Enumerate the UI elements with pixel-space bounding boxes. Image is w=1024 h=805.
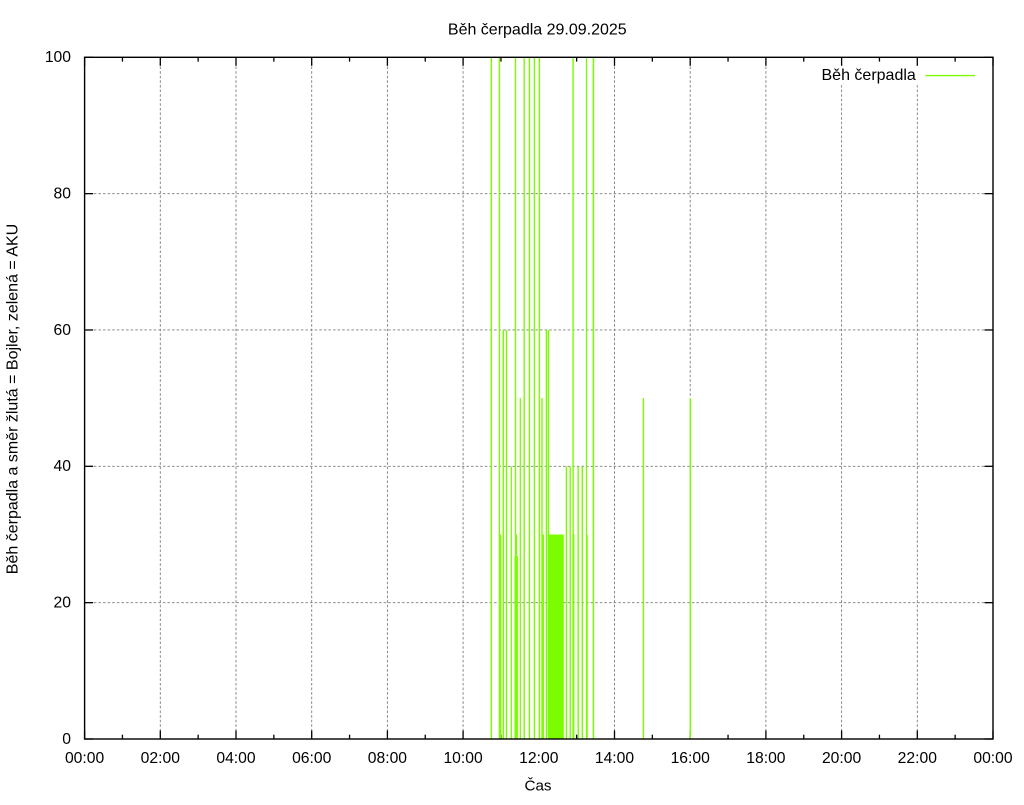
svg-text:12:00: 12:00: [519, 750, 559, 767]
svg-text:04:00: 04:00: [216, 750, 256, 767]
svg-text:Běh čerpadla 29.09.2025: Běh čerpadla 29.09.2025: [448, 22, 627, 39]
svg-text:40: 40: [54, 458, 72, 475]
svg-text:Běh čerpadla a směr žlutá = Bo: Běh čerpadla a směr žlutá = Bojler, zele…: [5, 224, 22, 574]
svg-text:20:00: 20:00: [822, 750, 862, 767]
svg-text:60: 60: [54, 322, 72, 339]
svg-text:00:00: 00:00: [65, 750, 105, 767]
svg-text:10:00: 10:00: [443, 750, 483, 767]
svg-text:16:00: 16:00: [671, 750, 711, 767]
svg-text:00:00: 00:00: [973, 750, 1013, 767]
svg-text:18:00: 18:00: [746, 750, 786, 767]
svg-text:Běh čerpadla: Běh čerpadla: [822, 67, 916, 84]
svg-text:22:00: 22:00: [898, 750, 938, 767]
svg-text:06:00: 06:00: [292, 750, 332, 767]
svg-text:100: 100: [45, 49, 71, 66]
svg-text:0: 0: [62, 731, 71, 748]
svg-text:Čas: Čas: [524, 778, 551, 795]
svg-text:80: 80: [54, 185, 72, 202]
svg-text:14:00: 14:00: [595, 750, 635, 767]
svg-text:20: 20: [54, 595, 72, 612]
svg-text:08:00: 08:00: [368, 750, 408, 767]
svg-text:02:00: 02:00: [141, 750, 181, 767]
